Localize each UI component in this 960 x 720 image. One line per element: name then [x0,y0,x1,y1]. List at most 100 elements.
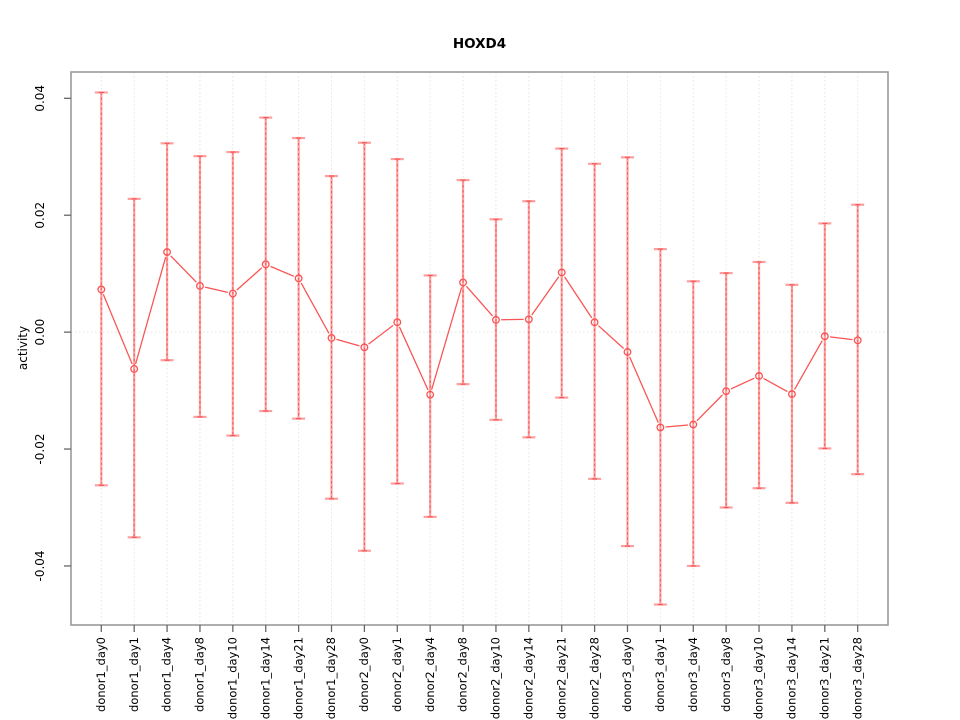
data-point [130,365,139,373]
series-line-segment [431,287,463,390]
series-line-segment [763,377,788,393]
data-point [196,282,204,290]
plot-border [70,71,889,626]
error-bar [719,271,733,509]
x-tick-label: donor2_day14 [522,637,536,719]
data-point [228,289,237,298]
y-tick-label: 0.02 [33,202,47,229]
error-bar [160,142,174,362]
data-point [261,260,270,269]
series-line-segment [531,276,560,316]
x-tick-label: donor3_day10 [752,637,766,719]
series-line-segment [628,356,659,423]
series-line-segment [696,394,723,422]
error-bar [127,197,141,539]
x-tick-label: donor1_day10 [226,637,240,719]
error-bar [325,174,339,500]
error-bar [357,141,371,552]
y-axis-label: activity [16,326,30,370]
x-tick-label: donor2_day8 [456,637,470,712]
error-bar [522,200,536,439]
series-line-segment [398,326,429,391]
series-line-segment [793,340,823,390]
y-tick-label: 0.00 [33,319,47,346]
series-line-segment [300,282,330,334]
error-bar [653,248,667,606]
x-tick-label: donor1_day8 [193,637,207,712]
data-point [97,285,106,294]
error-bar [94,91,108,487]
series-line-segment [466,285,493,317]
y-tick-label: -0.04 [33,550,47,581]
data-point [426,390,435,399]
data-point [393,318,402,327]
x-tick-label: donor1_day28 [324,637,338,719]
error-bar [818,222,832,450]
x-tick-label: donor2_day1 [390,637,404,712]
series-line-segment [236,267,263,291]
data-point [459,278,468,287]
x-tick-label: donor3_day0 [620,637,634,712]
data-layer [94,91,865,606]
x-tick-label: donor2_day21 [554,637,568,719]
series-line-segment [829,336,853,341]
data-point [623,348,632,356]
data-point [163,248,172,256]
y-tick-label: -0.02 [33,434,47,465]
grid-layer [71,72,888,625]
error-bar [752,260,766,490]
series-line-segment [564,276,593,319]
data-point [820,332,829,341]
data-point [853,336,862,345]
data-point [755,372,763,380]
y-tick-label: 0.04 [33,85,47,112]
error-bar [292,136,306,420]
x-tick-label: donor3_day4 [686,637,700,712]
x-tick-label: donor2_day28 [587,637,601,719]
x-tick-label: donor1_day1 [127,637,141,712]
data-point [294,274,303,283]
error-bar [193,155,207,418]
series-line-segment [270,265,295,277]
error-bar [259,116,273,413]
series-line-segment [170,255,197,283]
error-bar [686,280,700,568]
data-point [524,315,533,324]
x-tick-label: donor1_day21 [291,637,305,719]
data-point [360,343,369,352]
x-tick-label: donor2_day4 [423,637,437,712]
error-bar [851,203,865,476]
x-tick-label: donor2_day0 [357,637,371,712]
series-line-segment [730,377,755,390]
x-tick-label: donor1_day4 [160,637,174,712]
error-bar [456,179,470,386]
x-tick-label: donor1_day14 [258,637,272,719]
series-line-segment [665,424,689,428]
data-point [722,387,731,396]
data-point [327,334,336,342]
error-bar [489,218,503,421]
data-point [689,420,698,429]
error-bar [390,158,404,485]
data-point [787,390,796,399]
series-line-segment [102,294,133,365]
error-bar [588,162,602,480]
x-tick-label: donor3_day8 [719,637,733,712]
data-point [590,318,599,327]
data-point [557,268,566,277]
x-tick-label: donor3_day28 [850,637,864,719]
x-tick-label: donor2_day10 [489,637,503,719]
data-point [656,423,665,432]
x-tick-label: donor3_day1 [653,637,667,712]
series-line-segment [134,256,167,365]
x-tick-label: donor1_day0 [94,637,108,712]
error-bar [555,147,569,399]
series-line-segment [204,286,228,293]
error-bar [423,274,437,518]
series-line-segment [336,338,360,347]
error-bar [226,150,240,437]
data-point [491,315,500,324]
axes-layer: 0.04 0.02 0.00 -0.02 -0.04 donor1_day0 donor1_… [33,71,889,719]
